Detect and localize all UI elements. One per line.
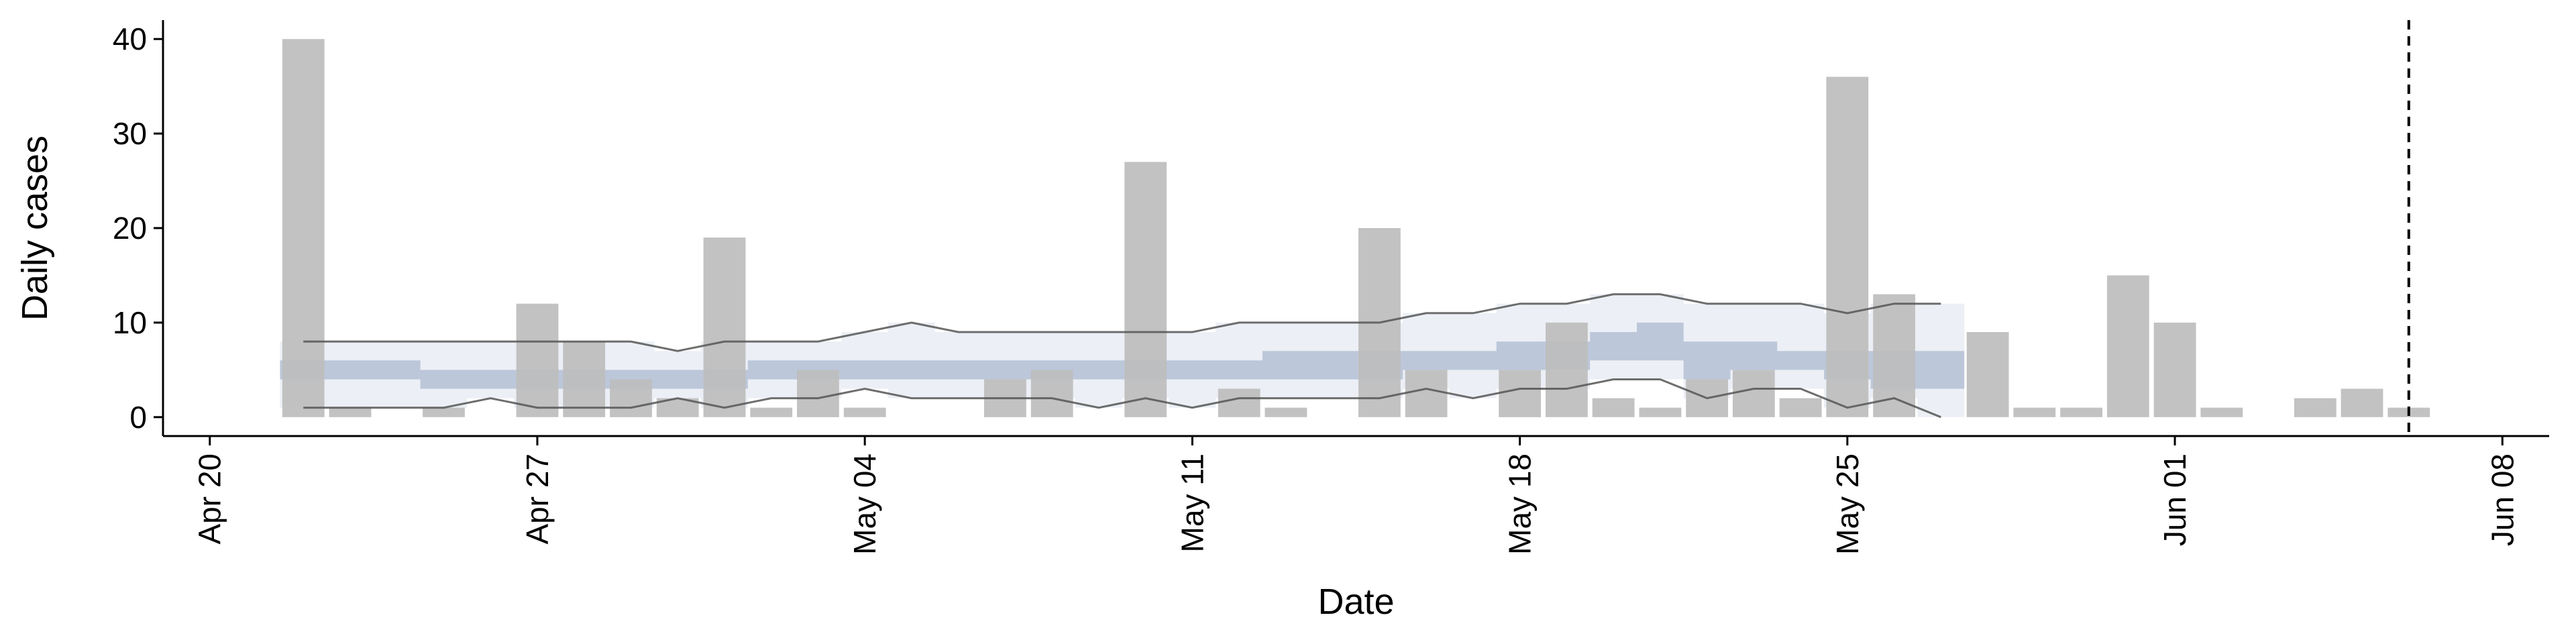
bar xyxy=(329,407,372,417)
x-tick-label: May 18 xyxy=(1503,453,1538,555)
bar xyxy=(1124,162,1167,417)
y-tick-label: 30 xyxy=(113,116,147,151)
y-axis-title: Daily cases xyxy=(15,136,55,321)
bar xyxy=(703,237,746,417)
bar xyxy=(1499,370,1541,417)
x-tick-label: May 04 xyxy=(847,453,882,555)
bar xyxy=(610,379,652,417)
bar xyxy=(2341,388,2383,417)
y-tick-label: 0 xyxy=(129,400,147,435)
inner-band xyxy=(280,322,1965,389)
bar xyxy=(563,341,606,417)
bar xyxy=(1873,294,1915,417)
x-tick-label: Apr 20 xyxy=(193,453,227,545)
x-tick-label: Apr 27 xyxy=(520,453,555,545)
bar xyxy=(1030,370,1073,417)
bar xyxy=(797,370,839,417)
bar xyxy=(1779,398,1822,417)
projection-bands xyxy=(280,294,1965,417)
lower-bound-line xyxy=(303,378,1941,419)
x-axis-title: Date xyxy=(1318,582,1394,622)
x-tick-label: May 11 xyxy=(1175,453,1210,552)
bar xyxy=(423,407,465,417)
y-tick-label: 20 xyxy=(113,211,147,246)
bar xyxy=(2153,322,2196,417)
y-ticks: 0 10 20 30 40 xyxy=(113,21,163,435)
bar xyxy=(2060,407,2102,417)
bar xyxy=(2200,407,2243,417)
bar xyxy=(750,407,793,417)
bar xyxy=(282,39,325,417)
bar xyxy=(1265,407,1307,417)
bar xyxy=(1639,407,1682,417)
upper-bound-line xyxy=(303,293,1941,352)
y-tick-label: 10 xyxy=(113,305,147,340)
bar xyxy=(1405,370,1448,417)
x-tick-label: Jun 01 xyxy=(2157,453,2192,546)
x-ticks: Apr 20 Apr 27 May 04 May 11 May 18 May 25 Jun … xyxy=(193,436,2520,555)
x-tick-label: Jun 08 xyxy=(2485,453,2520,546)
bar xyxy=(2106,275,2149,417)
bar xyxy=(1546,322,1588,417)
band-outline-lines xyxy=(303,293,1941,419)
bar xyxy=(1966,332,2009,417)
y-tick-label: 40 xyxy=(113,21,147,56)
daily-case-bars xyxy=(282,39,2430,417)
bar xyxy=(516,303,559,417)
x-tick-label: May 25 xyxy=(1830,453,1865,555)
bar xyxy=(1218,388,1260,417)
bar xyxy=(843,407,886,417)
bar xyxy=(1592,398,1635,417)
bar xyxy=(1732,370,1775,417)
bar xyxy=(1826,76,1869,417)
bar xyxy=(2013,407,2056,417)
bar xyxy=(2294,398,2337,417)
